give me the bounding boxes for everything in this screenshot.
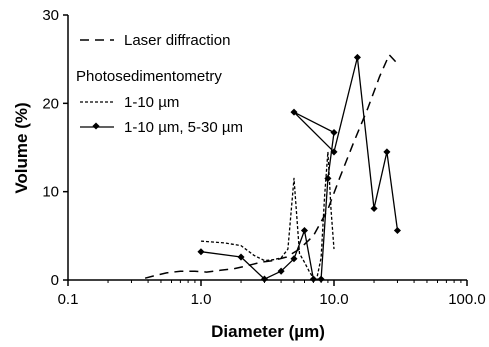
data-point <box>370 204 378 213</box>
y-tick-label: 20 <box>42 95 59 112</box>
data-point <box>197 248 205 256</box>
x-tick-label: 10.0 <box>319 291 348 308</box>
x-axis-title: Diameter (µm) <box>211 322 325 341</box>
data-point <box>393 226 401 235</box>
series-line-0 <box>144 54 399 279</box>
legend-label-1-10-5-30: 1-10 µm, 5-30 µm <box>124 119 243 136</box>
legend: Laser diffraction Photosedimentometry 1-… <box>76 32 243 136</box>
y-tick-label: 0 <box>51 272 59 289</box>
x-tick-label: 100.0 <box>448 291 486 308</box>
data-point <box>324 174 332 182</box>
data-point <box>277 267 285 275</box>
y-tick-label: 10 <box>42 184 59 201</box>
series-line-2 <box>200 56 399 280</box>
data-point <box>300 226 309 235</box>
data-point <box>383 148 391 156</box>
data-point <box>309 275 317 283</box>
legend-marker-1-10-5-30 <box>92 122 100 130</box>
legend-label-1-10: 1-10 µm <box>124 94 179 111</box>
x-tick-label: 0.1 <box>58 291 79 308</box>
data-point <box>317 275 325 283</box>
legend-group-title: Photosedimentometry <box>76 68 222 85</box>
series-layer <box>144 53 401 283</box>
data-point <box>290 255 298 263</box>
series-line-1 <box>200 151 335 279</box>
data-point <box>330 128 338 137</box>
x-tick-label: 1.0 <box>191 291 212 308</box>
legend-label-laser: Laser diffraction <box>124 32 230 49</box>
axes: 0 10 20 30 0.1 1.0 10.0 100.0 <box>42 7 485 308</box>
y-tick-label: 30 <box>42 7 59 24</box>
data-point <box>353 53 361 61</box>
y-axis-title: Volume (%) <box>12 102 31 193</box>
